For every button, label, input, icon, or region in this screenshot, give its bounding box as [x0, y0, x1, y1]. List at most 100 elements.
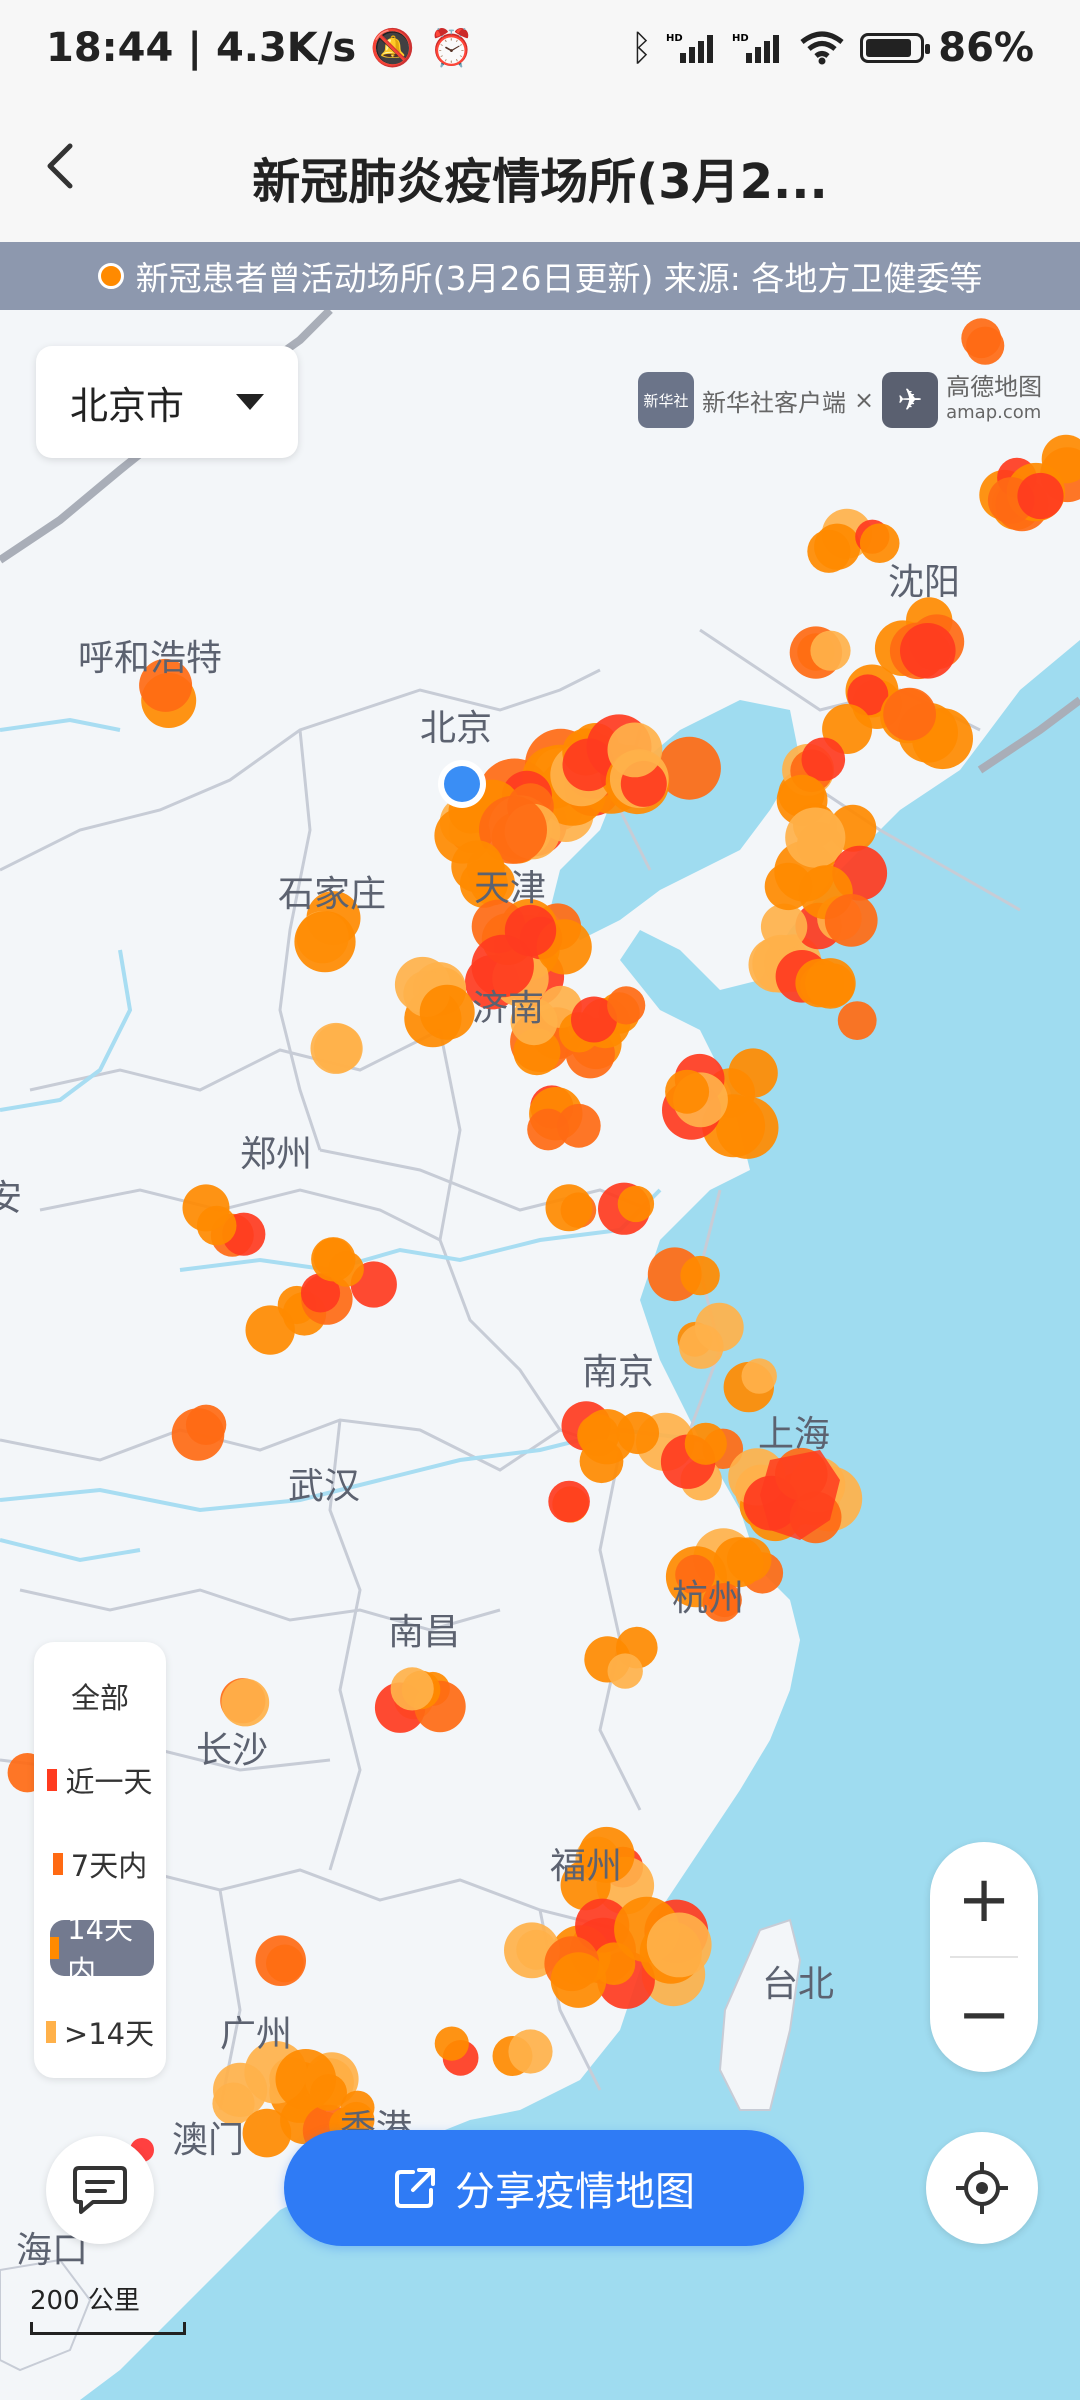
hotspot-marker[interactable]: [294, 911, 356, 973]
hotspot-marker[interactable]: [837, 1001, 877, 1040]
hotspot-marker[interactable]: [562, 738, 616, 792]
hotspot-marker[interactable]: [760, 903, 808, 950]
hotspot-marker[interactable]: [900, 623, 956, 679]
svg-text:HD: HD: [666, 33, 683, 44]
hotspot-marker[interactable]: [814, 523, 861, 570]
map-island-hainan: [0, 2258, 92, 2372]
share-icon: [395, 2168, 435, 2208]
zoom-in-button[interactable]: +: [930, 1842, 1038, 1957]
hotspot-marker[interactable]: [451, 840, 504, 893]
hotspot-marker[interactable]: [684, 1422, 727, 1465]
hotspot-marker[interactable]: [300, 1273, 341, 1313]
wifi-icon: [800, 31, 844, 65]
hotspot-marker[interactable]: [556, 1103, 601, 1148]
legend-item-older[interactable]: >14天: [34, 2004, 166, 2060]
battery-level: [866, 39, 911, 57]
legend-item-all[interactable]: 全部: [34, 1668, 166, 1724]
hotspot-marker[interactable]: [560, 1860, 611, 1911]
hotspot-marker[interactable]: [680, 1255, 720, 1296]
hotspot-marker[interactable]: [795, 958, 844, 1008]
hotspot-marker[interactable]: [479, 795, 547, 864]
hotspot-marker[interactable]: [1041, 434, 1080, 484]
hotspot-marker[interactable]: [859, 523, 900, 563]
chevron-left-icon: [47, 143, 73, 189]
amap-logo: ✈: [882, 372, 939, 428]
hotspot-marker[interactable]: [242, 2108, 292, 2158]
title-bar: 新冠肺炎疫情场所(3月2...: [0, 96, 1080, 242]
hotspot-marker[interactable]: [607, 1653, 643, 1689]
status-bar: 18:44 | 4.3K/s 🔕 ⏰ ᛒ HD HD 86%: [0, 0, 1080, 96]
hotspot-marker[interactable]: [221, 1678, 270, 1727]
hotspot-marker[interactable]: [785, 807, 846, 868]
hotspot-marker[interactable]: [810, 630, 851, 671]
back-button[interactable]: [30, 136, 90, 196]
hotspot-marker[interactable]: [1017, 472, 1064, 520]
zoom-out-button[interactable]: −: [930, 1957, 1038, 2072]
hotspot-marker[interactable]: [255, 1935, 306, 1986]
hotspot-marker[interactable]: [508, 2029, 553, 2074]
hotspot-marker[interactable]: [390, 1667, 434, 1711]
hotspot-marker[interactable]: [419, 984, 475, 1040]
city-label: 郑州: [240, 1133, 312, 1174]
hotspot-marker[interactable]: [665, 1069, 710, 1114]
city-label: 武汉: [288, 1465, 360, 1506]
hotspot-marker[interactable]: [527, 1108, 569, 1151]
legend-item-14-days[interactable]: 14天内: [50, 1912, 154, 1988]
hotspot-marker[interactable]: [679, 1324, 724, 1369]
hotspot-marker[interactable]: [847, 674, 889, 716]
hotspot-marker[interactable]: [824, 894, 878, 947]
hotspot-marker[interactable]: [607, 986, 646, 1025]
hotspot-marker[interactable]: [741, 1358, 777, 1394]
hotspot-marker[interactable]: [579, 1439, 624, 1484]
epidemic-map[interactable]: 北京 天津 石家庄 呼和浩特 济南 郑州 南京 上海 武汉 杭州 南昌 长沙 福…: [0, 310, 1080, 2400]
city-label: 福州: [550, 1845, 622, 1886]
legend-item-label: >14天: [63, 2017, 155, 2051]
hotspot-marker[interactable]: [471, 934, 534, 998]
crosshair-icon: [956, 2162, 1008, 2214]
city-label: 南昌: [388, 1611, 460, 1652]
legend-item-7-days[interactable]: 7天内: [34, 1836, 166, 1892]
hotspot-marker[interactable]: [328, 1251, 364, 1287]
hotspot-marker[interactable]: [313, 1024, 363, 1073]
amap-label-group: 高德地图 amap.com: [946, 374, 1042, 426]
hotspot-marker[interactable]: [548, 1480, 590, 1523]
hotspot-marker[interactable]: [139, 658, 193, 712]
hotspot-marker[interactable]: [550, 1952, 607, 2008]
hotspot-marker[interactable]: [966, 326, 1005, 365]
hotspot-marker[interactable]: [340, 2090, 375, 2125]
hotspot-marker[interactable]: [310, 2074, 347, 2111]
hotspot-marker[interactable]: [510, 998, 558, 1046]
hotspot-marker[interactable]: [801, 737, 846, 782]
hotspot-marker[interactable]: [616, 1411, 660, 1455]
hotspot-marker[interactable]: [434, 2026, 469, 2061]
status-time: 18:44: [46, 25, 174, 71]
legend-item-recent-day[interactable]: 近一天: [34, 1752, 166, 1808]
hotspot-marker[interactable]: [657, 736, 721, 800]
hotspot-marker[interactable]: [707, 1582, 742, 1618]
hotspot-marker[interactable]: [617, 1185, 655, 1223]
hotspot-marker[interactable]: [245, 1305, 295, 1355]
map-national-border: [977, 696, 1080, 774]
hotspot-marker[interactable]: [213, 2062, 268, 2117]
minus-icon: −: [957, 1977, 1011, 2052]
hotspot-marker[interactable]: [607, 722, 663, 778]
hotspot-marker[interactable]: [182, 1184, 230, 1232]
info-banner: 新冠患者曾活动场所(3月26日更新) 来源: 各地方卫健委等: [0, 242, 1080, 310]
share-map-button[interactable]: 分享疫情地图: [284, 2130, 804, 2246]
city-selector[interactable]: 北京市: [36, 346, 298, 458]
amap-label: 高德地图: [946, 373, 1043, 401]
locate-button[interactable]: [926, 2132, 1038, 2244]
hotspot-marker[interactable]: [675, 1554, 715, 1595]
hotspot-marker[interactable]: [883, 687, 936, 741]
chat-button[interactable]: [46, 2136, 154, 2244]
city-label: 南京: [582, 1351, 654, 1392]
hotspot-marker[interactable]: [646, 1912, 712, 1978]
city-labels: 北京 天津 石家庄 呼和浩特 济南 郑州 南京 上海 武汉 杭州 南昌 长沙 福…: [0, 561, 960, 2270]
hotspot-marker[interactable]: [726, 1537, 772, 1582]
shanghai-hotspot-cluster[interactable]: [760, 1450, 840, 1540]
zoom-control: + −: [930, 1842, 1038, 2072]
city-label: 天津: [474, 867, 546, 908]
hotspot-marker[interactable]: [171, 1408, 225, 1461]
hotspot-marker[interactable]: [571, 996, 617, 1043]
hotspot-marker[interactable]: [545, 1184, 593, 1232]
